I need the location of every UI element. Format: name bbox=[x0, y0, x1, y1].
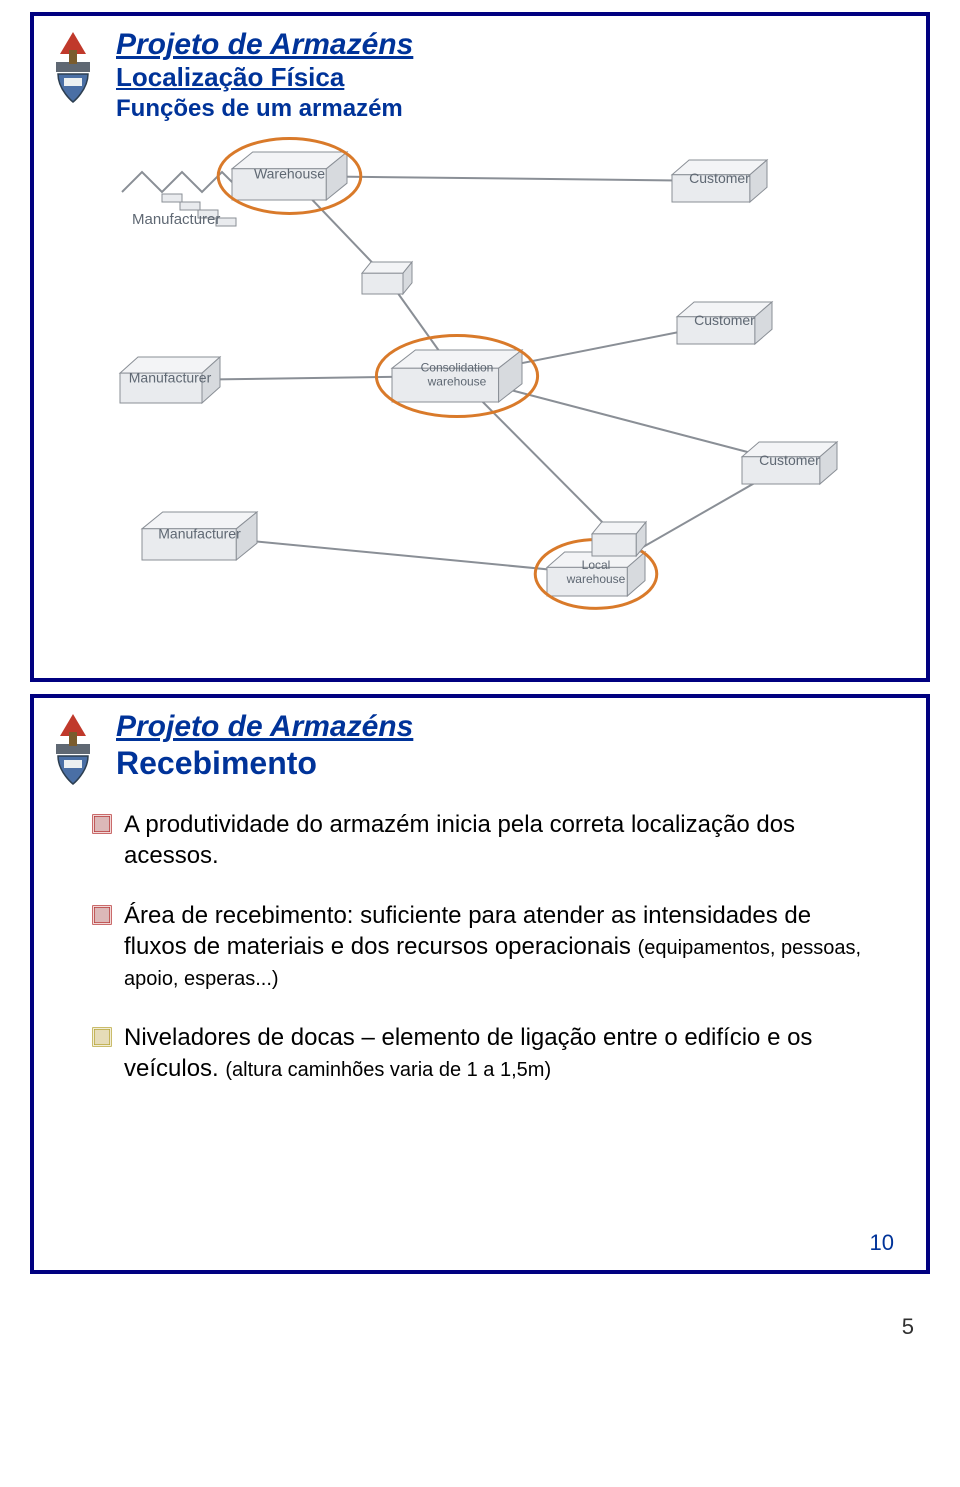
institution-logo bbox=[50, 712, 96, 786]
slide-2-subtitle: Recebimento bbox=[116, 745, 908, 782]
svg-text:Customer: Customer bbox=[689, 171, 750, 187]
svg-text:Customer: Customer bbox=[759, 453, 820, 469]
svg-text:Warehouse: Warehouse bbox=[254, 166, 325, 182]
svg-text:warehouse: warehouse bbox=[427, 375, 487, 389]
svg-text:Manufacturer: Manufacturer bbox=[158, 526, 241, 542]
bullet-marker-icon bbox=[92, 1027, 112, 1047]
svg-text:Local: Local bbox=[582, 559, 611, 573]
institution-logo bbox=[50, 30, 96, 104]
slide-2-title: Projeto de Armazéns bbox=[116, 710, 908, 743]
slide-2-header: Projeto de Armazéns Recebimento bbox=[116, 710, 908, 782]
bullet-text: Niveladores de docas – elemento de ligaç… bbox=[124, 1023, 868, 1084]
svg-text:warehouse: warehouse bbox=[566, 573, 626, 587]
slide-2-bullets: A produtividade do armazém inicia pela c… bbox=[92, 810, 868, 1085]
svg-text:Manufacturer: Manufacturer bbox=[132, 211, 220, 228]
slide-1-subtitle2: Funções de um armazém bbox=[116, 95, 908, 123]
svg-text:Consolidation: Consolidation bbox=[421, 361, 494, 375]
bullet-text: Área de recebimento: suficiente para ate… bbox=[124, 901, 868, 993]
bullet-marker-icon bbox=[92, 905, 112, 925]
slide-1-title: Projeto de Armazéns bbox=[116, 28, 908, 61]
supply-chain-diagram: Warehouse Customer Manufacturer Manufacture… bbox=[112, 132, 892, 652]
slide-1-subtitle1: Localização Física bbox=[116, 63, 908, 93]
bullet-item: A produtividade do armazém inicia pela c… bbox=[92, 810, 868, 871]
slide-2: Projeto de Armazéns Recebimento A produt… bbox=[30, 694, 930, 1274]
svg-text:Customer: Customer bbox=[694, 313, 755, 329]
bullet-marker-icon bbox=[92, 814, 112, 834]
slide-1-header: Projeto de Armazéns Localização Física F… bbox=[116, 28, 908, 122]
slide-1: Projeto de Armazéns Localização Física F… bbox=[30, 12, 930, 682]
bullet-text: A produtividade do armazém inicia pela c… bbox=[124, 810, 868, 871]
bullet-item: Área de recebimento: suficiente para ate… bbox=[92, 901, 868, 993]
page-number: 5 bbox=[0, 1314, 914, 1340]
bullet-item: Niveladores de docas – elemento de ligaç… bbox=[92, 1023, 868, 1084]
slide-number: 10 bbox=[870, 1230, 894, 1256]
svg-text:Manufacturer: Manufacturer bbox=[129, 370, 212, 386]
